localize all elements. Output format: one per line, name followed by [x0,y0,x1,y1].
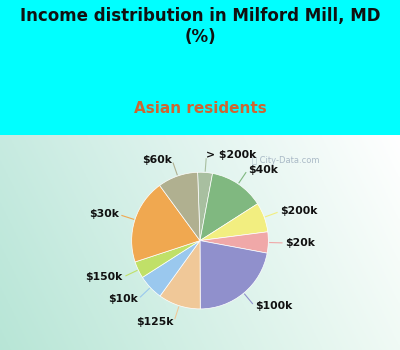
Text: $60k: $60k [142,155,172,165]
Text: Income distribution in Milford Mill, MD
(%): Income distribution in Milford Mill, MD … [20,7,380,46]
Text: $200k: $200k [280,206,318,216]
Text: Asian residents: Asian residents [134,101,266,116]
Wedge shape [200,204,268,240]
Wedge shape [160,172,200,240]
Text: > $200k: > $200k [206,150,257,160]
Wedge shape [200,240,267,309]
Text: $100k: $100k [255,301,292,311]
Text: $150k: $150k [86,272,123,282]
Text: $40k: $40k [248,165,278,175]
Wedge shape [135,240,200,278]
Text: $125k: $125k [136,317,174,327]
Wedge shape [200,232,268,253]
Text: $20k: $20k [285,238,315,248]
Wedge shape [142,240,200,296]
Wedge shape [160,240,200,309]
Wedge shape [198,172,212,240]
Wedge shape [200,173,258,240]
Text: $30k: $30k [89,209,119,219]
Wedge shape [132,186,200,262]
Text: $10k: $10k [108,294,138,304]
Text: ⓘ City-Data.com: ⓘ City-Data.com [252,156,320,165]
